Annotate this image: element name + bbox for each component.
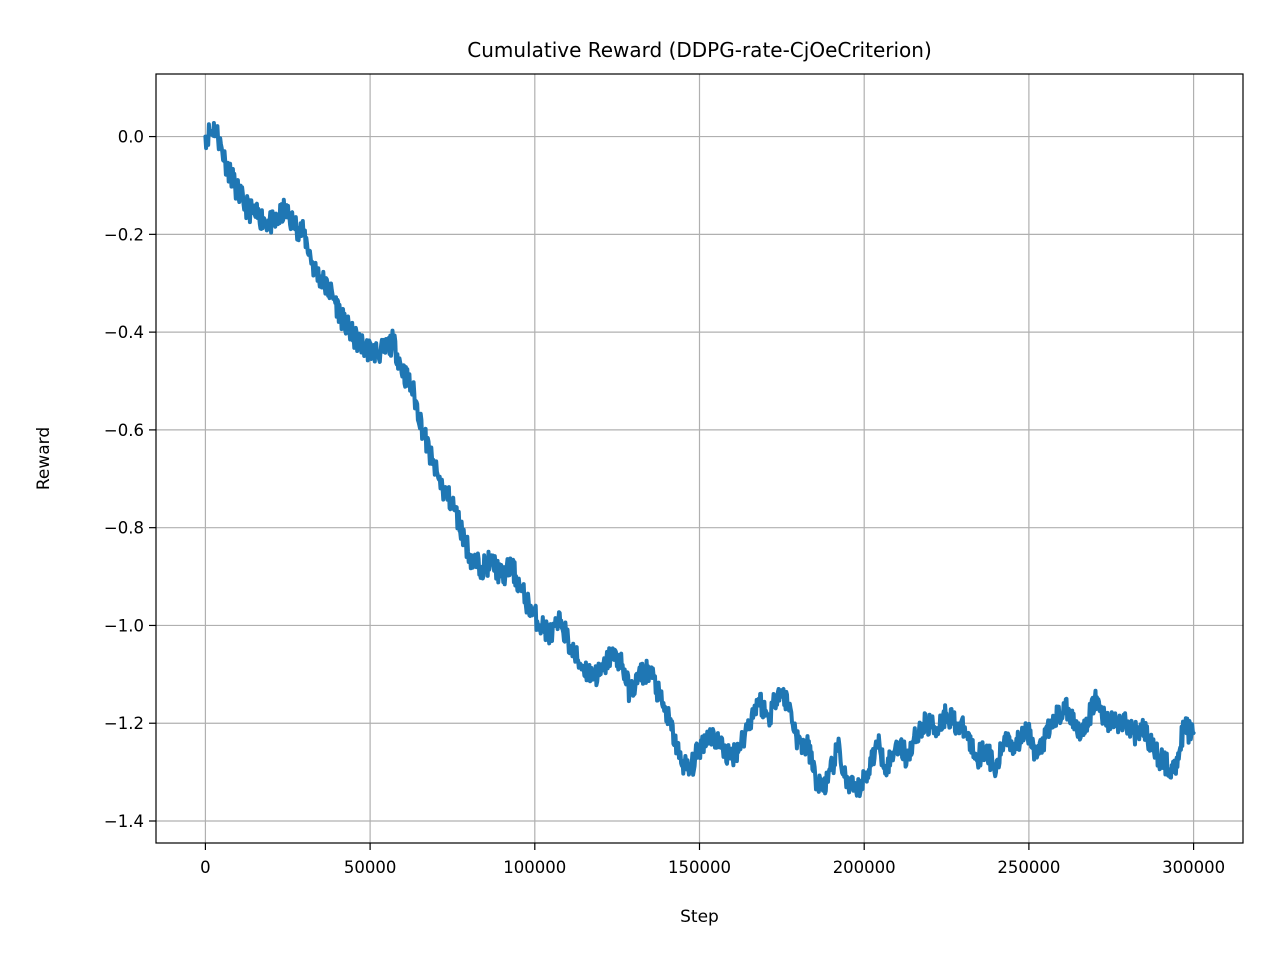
y-tick-label: −0.2 (104, 225, 144, 244)
y-tick-label: −1.2 (104, 714, 144, 733)
x-tick-label: 100000 (503, 858, 566, 877)
series-line (203, 121, 1196, 799)
x-tick-label: 50000 (344, 858, 397, 877)
y-tick-label: −0.8 (104, 519, 144, 538)
y-tick-label: −1.0 (104, 616, 144, 635)
series-layer (203, 121, 1196, 799)
y-tick-label: 0.0 (118, 128, 144, 147)
x-tick-label: 250000 (997, 858, 1060, 877)
y-tick-label: −1.4 (104, 812, 144, 831)
y-tick-label: −0.4 (104, 323, 144, 342)
x-tick-label: 0 (200, 858, 211, 877)
y-tick-label: −0.6 (104, 421, 144, 440)
chart-title: Cumulative Reward (DDPG-rate-CjOeCriteri… (467, 38, 932, 62)
x-tick-label: 200000 (833, 858, 896, 877)
ticks: 0 50000 100000 150000 200000 250000 300000 0.0 −… (104, 128, 1225, 877)
x-tick-label: 300000 (1162, 858, 1225, 877)
x-axis-label: Step (680, 907, 719, 927)
x-tick-label: 150000 (668, 858, 731, 877)
y-axis-label: Reward (34, 427, 54, 490)
